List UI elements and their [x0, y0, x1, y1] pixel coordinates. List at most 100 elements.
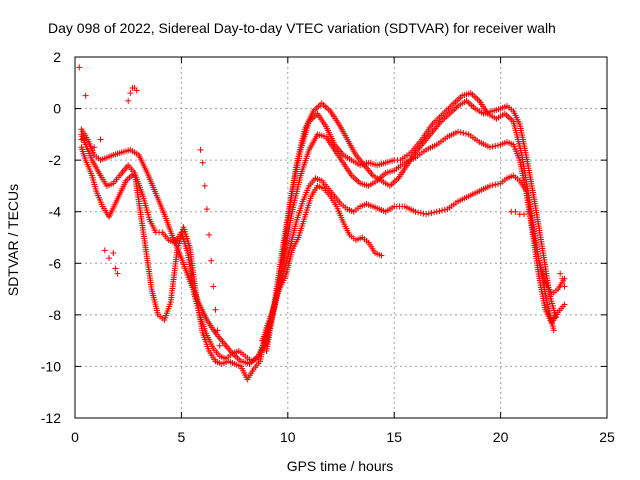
data-point-fill	[347, 170, 354, 177]
data-point-fill	[428, 130, 435, 137]
data-point-fill	[515, 118, 522, 125]
data-point-fill	[253, 354, 260, 361]
data-point-fill	[359, 160, 366, 167]
data-point-fill	[215, 351, 222, 358]
data-point-fill	[338, 157, 345, 164]
data-point-fill	[363, 237, 370, 244]
data-point-fill	[160, 209, 167, 216]
x-tick-label: 20	[493, 429, 509, 445]
data-point-fill	[202, 315, 209, 322]
data-point-fill	[133, 150, 140, 157]
data-point-fill	[546, 288, 553, 295]
data-point	[201, 182, 208, 189]
data-point-fill	[135, 196, 142, 203]
data-point-fill	[186, 242, 193, 249]
data-point-fill	[501, 103, 508, 110]
data-point	[106, 255, 113, 262]
data-point-fill	[431, 209, 438, 216]
data-point	[110, 249, 117, 256]
data-point-fill	[494, 180, 501, 187]
data-point-fill	[141, 240, 148, 247]
y-tick-label: -8	[49, 307, 62, 323]
data-point-fill	[325, 106, 332, 113]
data-point-fill	[323, 183, 330, 190]
y-tick-label: -2	[49, 152, 62, 168]
chart-title: Day 098 of 2022, Sidereal Day-to-day VTE…	[48, 20, 556, 36]
data-point-fill	[92, 162, 99, 169]
data-point-fill	[169, 232, 176, 239]
data-point-fill	[470, 104, 477, 111]
data-point-fill	[531, 196, 538, 203]
data-point-fill	[108, 152, 115, 159]
data-point	[433, 208, 440, 215]
data-point-fill	[122, 179, 129, 186]
data-point-fill	[255, 360, 262, 367]
data-point	[208, 257, 215, 264]
data-point-fill	[428, 122, 435, 129]
data-point	[423, 211, 430, 218]
data-point-fill	[452, 199, 459, 206]
data-point-fill	[145, 214, 152, 221]
data-point-fill	[441, 206, 448, 213]
data-point-fill	[486, 108, 493, 115]
data-point-fill	[415, 209, 422, 216]
data-point-fill	[478, 109, 485, 116]
data-point-fill	[552, 312, 559, 319]
data-point-fill	[339, 216, 346, 223]
series-track-1	[78, 131, 385, 383]
data-point-fill	[399, 161, 406, 168]
data-point-fill	[508, 106, 515, 113]
data-point-fill	[350, 235, 357, 242]
data-point-fill	[406, 150, 413, 157]
data-point-fill	[474, 189, 481, 196]
data-point-fill	[235, 362, 242, 369]
data-point-fill	[96, 170, 103, 177]
y-tick-label: -6	[49, 255, 62, 271]
data-point-fill	[102, 180, 109, 187]
data-point	[561, 283, 568, 290]
data-point-fill	[345, 229, 352, 236]
data-point-fill	[88, 170, 95, 177]
data-point-fill	[376, 176, 383, 183]
data-point-fill	[438, 112, 445, 119]
data-point	[97, 136, 104, 143]
data-point-fill	[154, 309, 161, 316]
data-point-fill	[367, 202, 374, 209]
data-point-fill	[389, 204, 396, 211]
data-point-fill	[474, 96, 481, 103]
x-tick-label: 0	[71, 429, 79, 445]
x-tick-label: 15	[386, 429, 402, 445]
data-point-fill	[297, 174, 304, 181]
data-point	[82, 92, 89, 99]
data-point-fill	[266, 319, 273, 326]
data-point	[214, 327, 221, 334]
data-point-fill	[402, 164, 409, 171]
data-point-fill	[318, 184, 325, 191]
data-point-fill	[389, 157, 396, 164]
data-point-fill	[489, 182, 496, 189]
data-point-fill	[389, 168, 396, 175]
data-point-fill	[453, 104, 460, 111]
data-point-fill	[444, 112, 451, 119]
data-point-fill	[220, 354, 227, 361]
data-point-fill	[275, 283, 282, 290]
y-tick-label: -10	[41, 358, 61, 374]
data-point-fill	[228, 348, 235, 355]
data-point-fill	[113, 197, 120, 204]
data-point-fill	[309, 110, 316, 117]
data-point-fill	[355, 178, 362, 185]
data-point-fill	[292, 221, 299, 228]
data-point-fill	[474, 137, 481, 144]
data-point-fill	[294, 236, 301, 243]
data-point-fill	[508, 116, 515, 123]
data-point-fill	[151, 227, 158, 234]
data-point-fill	[357, 235, 364, 242]
data-point-fill	[351, 150, 358, 157]
data-point-fill	[368, 170, 375, 177]
data-point-fill	[316, 176, 323, 183]
data-point-fill	[484, 183, 491, 190]
grid-layer	[75, 57, 607, 418]
points-layer	[76, 64, 568, 383]
